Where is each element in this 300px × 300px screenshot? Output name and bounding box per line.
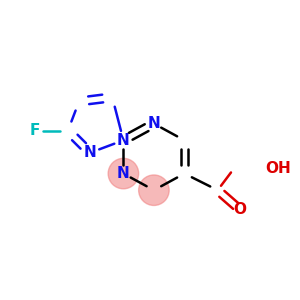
Circle shape — [108, 158, 139, 189]
Text: F: F — [29, 123, 40, 138]
Circle shape — [139, 175, 169, 206]
Text: N: N — [117, 166, 130, 181]
Text: N: N — [148, 116, 160, 131]
Text: O: O — [233, 202, 246, 217]
Text: OH: OH — [265, 160, 291, 175]
Text: N: N — [84, 145, 97, 160]
Text: N: N — [117, 133, 130, 148]
